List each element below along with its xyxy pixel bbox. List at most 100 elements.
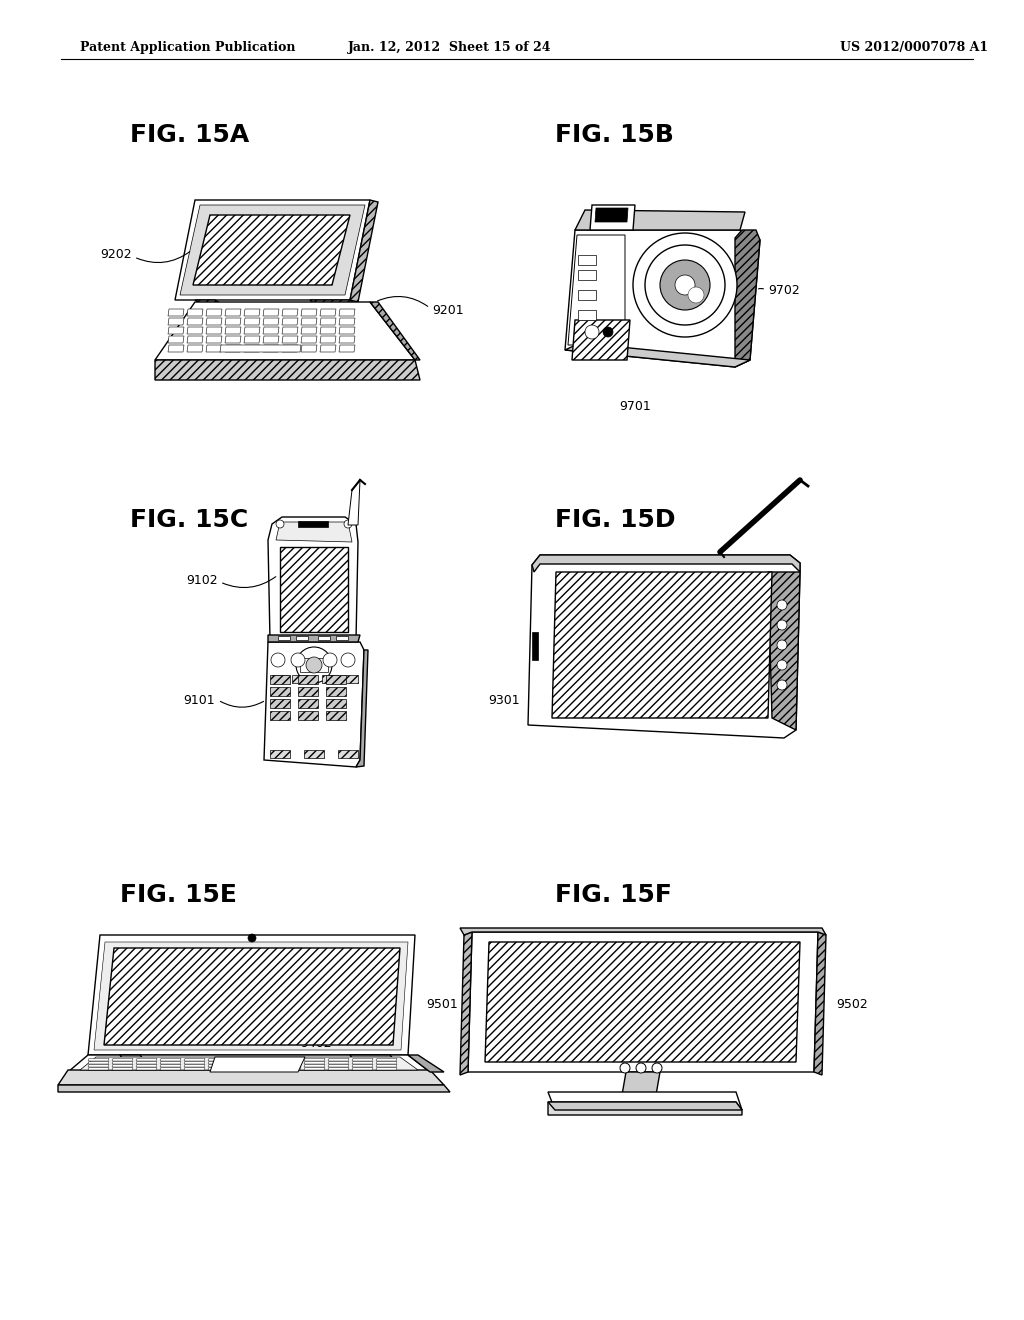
Polygon shape: [356, 649, 368, 767]
Circle shape: [636, 1063, 646, 1073]
Polygon shape: [88, 1064, 109, 1067]
Polygon shape: [280, 1064, 301, 1067]
Polygon shape: [485, 942, 800, 1063]
Polygon shape: [270, 711, 290, 719]
Polygon shape: [160, 1061, 181, 1064]
Polygon shape: [104, 948, 400, 1045]
Polygon shape: [268, 635, 360, 642]
Circle shape: [271, 653, 285, 667]
Polygon shape: [187, 318, 203, 325]
Polygon shape: [184, 1059, 205, 1061]
Polygon shape: [206, 345, 222, 352]
Polygon shape: [565, 230, 760, 367]
Polygon shape: [112, 1064, 133, 1067]
Polygon shape: [328, 1059, 349, 1061]
Polygon shape: [187, 345, 203, 352]
Polygon shape: [376, 1068, 397, 1071]
Polygon shape: [304, 750, 324, 758]
Circle shape: [688, 286, 705, 304]
Polygon shape: [282, 318, 298, 325]
Polygon shape: [301, 309, 317, 315]
Circle shape: [248, 935, 256, 942]
Polygon shape: [768, 572, 800, 730]
Polygon shape: [282, 327, 298, 334]
Polygon shape: [350, 201, 378, 302]
Polygon shape: [187, 327, 203, 334]
Polygon shape: [225, 337, 241, 343]
Polygon shape: [304, 1064, 325, 1067]
Polygon shape: [256, 1059, 278, 1061]
Polygon shape: [180, 205, 365, 294]
Polygon shape: [280, 1068, 301, 1071]
Bar: [336, 636, 348, 640]
Polygon shape: [319, 327, 336, 334]
Polygon shape: [184, 1064, 205, 1067]
Polygon shape: [94, 942, 408, 1049]
Text: FIG. 15E: FIG. 15E: [120, 883, 237, 907]
Text: 9501: 9501: [426, 998, 458, 1011]
Polygon shape: [735, 230, 760, 367]
Polygon shape: [256, 1061, 278, 1064]
Polygon shape: [280, 1059, 301, 1061]
Polygon shape: [160, 1064, 181, 1067]
Bar: [532, 632, 538, 660]
Circle shape: [777, 680, 787, 690]
Polygon shape: [339, 309, 355, 315]
Polygon shape: [339, 327, 355, 334]
Circle shape: [323, 653, 337, 667]
Text: 9402: 9402: [300, 1038, 332, 1049]
Polygon shape: [292, 675, 308, 682]
Polygon shape: [552, 572, 772, 718]
Polygon shape: [408, 1055, 444, 1072]
Polygon shape: [263, 327, 279, 334]
Bar: [578, 255, 596, 265]
Polygon shape: [184, 1061, 205, 1064]
Polygon shape: [264, 642, 364, 767]
Polygon shape: [326, 711, 346, 719]
Polygon shape: [244, 318, 260, 325]
Polygon shape: [298, 686, 318, 696]
Polygon shape: [225, 327, 241, 334]
Polygon shape: [80, 1057, 418, 1071]
Polygon shape: [270, 700, 290, 708]
Polygon shape: [572, 319, 630, 360]
Bar: [318, 636, 330, 640]
Text: US 2012/0007078 A1: US 2012/0007078 A1: [840, 41, 988, 54]
Polygon shape: [263, 345, 279, 352]
Polygon shape: [210, 1057, 305, 1072]
Circle shape: [660, 260, 710, 310]
Polygon shape: [268, 517, 358, 640]
Polygon shape: [187, 337, 203, 343]
Polygon shape: [565, 343, 750, 367]
Polygon shape: [590, 205, 635, 230]
Text: 9302: 9302: [655, 693, 687, 706]
Circle shape: [777, 640, 787, 649]
Polygon shape: [232, 1068, 253, 1071]
Polygon shape: [301, 327, 317, 334]
Polygon shape: [595, 209, 628, 222]
Polygon shape: [206, 327, 222, 334]
Polygon shape: [263, 318, 279, 325]
Polygon shape: [575, 210, 745, 230]
Polygon shape: [112, 1068, 133, 1071]
Polygon shape: [88, 1061, 109, 1064]
Polygon shape: [232, 1061, 253, 1064]
Text: FIG. 15A: FIG. 15A: [130, 123, 249, 147]
Polygon shape: [468, 932, 818, 1072]
Polygon shape: [112, 1059, 133, 1061]
Polygon shape: [376, 1064, 397, 1067]
Polygon shape: [270, 686, 290, 696]
Polygon shape: [328, 1064, 349, 1067]
Polygon shape: [263, 309, 279, 315]
Polygon shape: [326, 675, 346, 684]
Bar: [300, 657, 328, 672]
Polygon shape: [319, 345, 336, 352]
Text: 9702: 9702: [768, 284, 800, 297]
Polygon shape: [348, 480, 360, 525]
Polygon shape: [276, 521, 352, 543]
Polygon shape: [168, 345, 184, 352]
Polygon shape: [88, 1059, 109, 1061]
Polygon shape: [326, 686, 346, 696]
Text: 9502: 9502: [836, 998, 867, 1011]
Circle shape: [585, 325, 599, 339]
